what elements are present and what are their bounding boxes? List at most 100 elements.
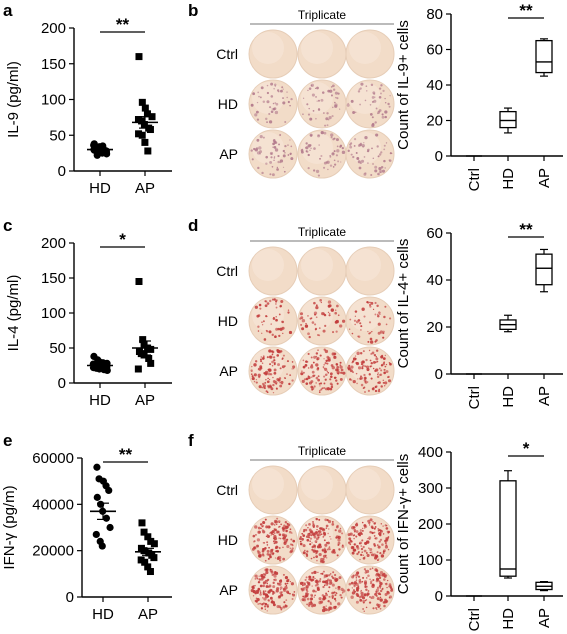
- spot: [259, 135, 263, 139]
- spot: [264, 608, 266, 610]
- spot: [261, 324, 264, 326]
- spot: [377, 573, 381, 577]
- spot: [331, 591, 335, 595]
- triplicate-label: Triplicate: [298, 225, 347, 239]
- spot: [302, 359, 305, 362]
- spot: [379, 552, 382, 555]
- spot: [381, 115, 385, 119]
- spot: [317, 587, 319, 590]
- spot: [374, 389, 378, 393]
- spot: [364, 599, 366, 602]
- spot: [365, 606, 368, 609]
- spot: [314, 540, 318, 543]
- x-tick-label: HD: [500, 608, 517, 630]
- spot: [339, 377, 343, 381]
- spot: [259, 150, 263, 154]
- spot: [315, 316, 318, 319]
- spot: [335, 587, 337, 589]
- spot: [317, 134, 321, 138]
- spot: [353, 543, 357, 546]
- spot: [337, 92, 340, 95]
- spot: [383, 574, 387, 577]
- spot: [260, 356, 263, 358]
- spot: [265, 603, 268, 606]
- spot: [372, 553, 377, 557]
- spot: [318, 144, 320, 146]
- spot: [385, 323, 388, 326]
- spot: [388, 585, 391, 588]
- spot: [389, 317, 392, 320]
- well-highlight: [349, 518, 381, 550]
- spot: [359, 376, 363, 380]
- spot: [301, 537, 304, 541]
- spot: [266, 100, 270, 104]
- spot: [371, 116, 374, 119]
- spot: [257, 166, 260, 170]
- spot: [315, 518, 318, 520]
- y-axis-label: IFN-γ (pg/m): [1, 485, 18, 569]
- spot: [267, 599, 271, 602]
- spot: [383, 144, 386, 147]
- y-tick-label: 0: [66, 589, 74, 606]
- spot: [273, 591, 276, 594]
- spot: [251, 547, 255, 551]
- spot: [350, 595, 354, 599]
- spot: [280, 593, 284, 597]
- spot: [366, 592, 370, 596]
- spot: [365, 358, 368, 362]
- spot: [270, 323, 272, 325]
- spot: [336, 382, 339, 385]
- spot: [327, 547, 331, 551]
- spot: [301, 589, 304, 592]
- spot: [326, 124, 329, 127]
- spot: [274, 148, 279, 152]
- spot: [266, 84, 269, 87]
- spot: [286, 544, 290, 549]
- spot: [326, 112, 329, 115]
- spot: [265, 378, 267, 381]
- spot: [317, 349, 319, 351]
- spot: [286, 590, 290, 594]
- spot: [306, 590, 309, 593]
- spot: [324, 543, 328, 547]
- data-point: [93, 493, 101, 501]
- spot: [378, 580, 381, 583]
- spot: [322, 312, 326, 316]
- spot: [283, 601, 286, 604]
- spot: [363, 610, 365, 612]
- spot: [258, 575, 260, 577]
- spot: [308, 335, 311, 339]
- spot: [323, 348, 326, 351]
- spot: [355, 372, 358, 375]
- spot: [384, 110, 388, 114]
- spot: [360, 589, 362, 592]
- spot: [292, 367, 295, 370]
- spot: [328, 314, 331, 317]
- well-highlight: [349, 349, 381, 381]
- data-point: [92, 530, 100, 539]
- spot: [375, 133, 379, 137]
- spot: [313, 147, 316, 150]
- spot: [272, 102, 275, 105]
- spot: [349, 145, 353, 149]
- spot: [324, 124, 327, 127]
- spot: [266, 549, 270, 553]
- spot: [255, 379, 258, 381]
- spot: [341, 544, 344, 547]
- spot: [320, 154, 323, 158]
- spot: [335, 363, 339, 366]
- spot: [304, 364, 308, 367]
- spot: [385, 524, 388, 527]
- spot: [379, 596, 382, 599]
- spot: [368, 601, 372, 604]
- panel-label-c: c: [3, 216, 12, 235]
- y-tick-label: 60000: [32, 450, 74, 467]
- spot: [280, 523, 283, 526]
- spot: [308, 575, 312, 579]
- spot: [369, 530, 372, 534]
- spot: [378, 531, 382, 536]
- spot: [257, 551, 261, 555]
- spot: [251, 376, 255, 381]
- spot: [285, 584, 288, 587]
